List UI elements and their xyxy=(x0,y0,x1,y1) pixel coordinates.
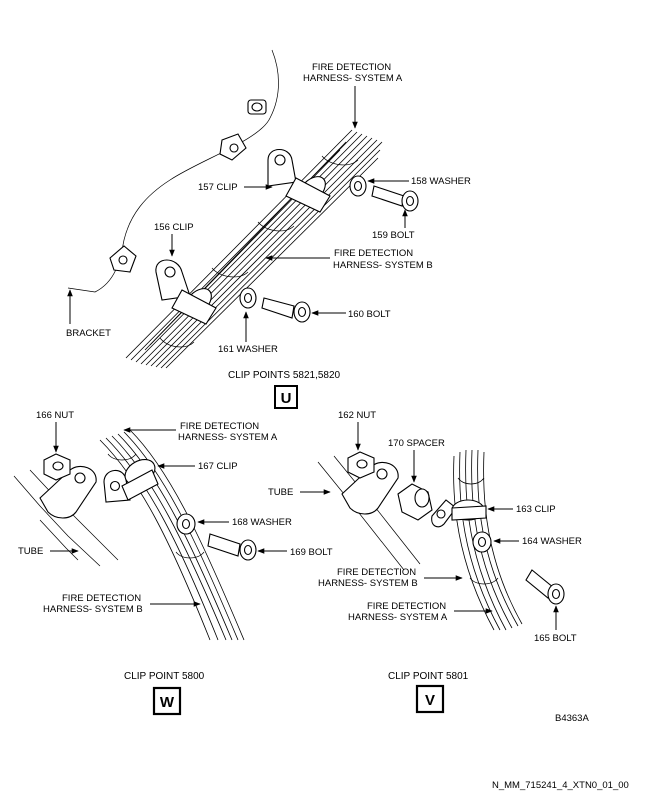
figure-code: B4363A xyxy=(555,713,589,724)
bracket-nut-3 xyxy=(109,245,137,273)
label-harness-b-w-2: HARNESS- SYSTEM B xyxy=(43,604,143,615)
label-harness-a-w-1: FIRE DETECTION xyxy=(180,421,259,432)
bracket-plate-v xyxy=(341,461,399,515)
label-clip-157: 157 CLIP xyxy=(198,182,238,193)
washer-161 xyxy=(239,287,257,309)
bolt-165 xyxy=(525,569,565,605)
label-harness-b-w-1: FIRE DETECTION xyxy=(62,593,141,604)
nut-166 xyxy=(43,453,71,481)
bracket-nut-1 xyxy=(247,99,267,115)
label-washer-158: 158 WASHER xyxy=(411,176,471,187)
view-marker-box-u xyxy=(274,385,298,409)
label-harness-b-u-2: HARNESS- SYSTEM B xyxy=(333,260,433,271)
harness-bundle-w xyxy=(99,429,245,641)
view-marker-v: V xyxy=(425,692,435,709)
label-tube-w: TUBE xyxy=(18,546,43,557)
label-harness-b-v-2: HARNESS- SYSTEM B xyxy=(318,578,418,589)
view-marker-box-v xyxy=(415,684,445,714)
label-bolt-165: 165 BOLT xyxy=(534,633,577,644)
bracket-plate-w xyxy=(39,465,97,519)
caption-view-u: CLIP POINTS 5821,5820 xyxy=(228,370,341,381)
caption-view-v: CLIP POINT 5801 xyxy=(388,671,469,682)
label-harness-a-v-2: HARNESS- SYSTEM A xyxy=(348,612,448,623)
label-bracket: BRACKET xyxy=(66,328,111,339)
spacer-170 xyxy=(397,483,433,521)
washer-168 xyxy=(176,513,196,535)
bolt-169 xyxy=(207,533,257,561)
nut-162 xyxy=(347,451,375,479)
view-marker-box-w xyxy=(152,686,182,716)
washer-158 xyxy=(349,175,367,197)
label-spacer-170: 170 SPACER xyxy=(388,438,445,449)
washer-164 xyxy=(472,531,492,553)
label-harness-a-v-1: FIRE DETECTION xyxy=(367,601,446,612)
bracket-nut-2 xyxy=(219,133,247,161)
clip-157 xyxy=(267,148,331,213)
label-clip-163: 163 CLIP xyxy=(516,504,556,515)
label-clip-156: 156 CLIP xyxy=(154,222,194,233)
label-harness-a-u-1: FIRE DETECTION xyxy=(312,62,391,73)
label-harness-a-w-2: HARNESS- SYSTEM A xyxy=(178,432,278,443)
label-harness-a-u-2: HARNESS- SYSTEM A xyxy=(303,73,403,84)
clip-156 xyxy=(155,259,217,325)
footer-code: N_MM_715241_4_XTN0_01_00 xyxy=(492,780,629,791)
view-marker-w: W xyxy=(160,694,175,711)
label-nut-166: 166 NUT xyxy=(36,410,74,421)
label-tube-v: TUBE xyxy=(268,487,293,498)
bolt-160 xyxy=(261,297,311,323)
label-washer-161: 161 WASHER xyxy=(218,344,278,355)
label-bolt-160: 160 BOLT xyxy=(348,309,391,320)
label-harness-b-u-1: FIRE DETECTION xyxy=(334,248,413,259)
label-washer-164: 164 WASHER xyxy=(522,536,582,547)
view-v: 162 NUT 170 SPACER TUBE 163 CLIP 164 WAS… xyxy=(268,410,582,714)
clip-167 xyxy=(103,459,159,503)
view-marker-u: U xyxy=(281,390,292,407)
harness-bundle-v xyxy=(453,449,523,631)
label-harness-b-v-1: FIRE DETECTION xyxy=(337,567,416,578)
label-washer-168: 168 WASHER xyxy=(232,517,292,528)
label-bolt-169: 169 BOLT xyxy=(290,547,333,558)
label-bolt-159: 159 BOLT xyxy=(372,230,415,241)
label-nut-162: 162 NUT xyxy=(338,410,376,421)
view-w: 166 NUT FIRE DETECTION HARNESS- SYSTEM A… xyxy=(13,410,333,716)
label-clip-167: 167 CLIP xyxy=(198,461,238,472)
clip-163 xyxy=(431,499,487,528)
caption-view-w: CLIP POINT 5800 xyxy=(124,671,205,682)
view-u: FIRE DETECTION HARNESS- SYSTEM A 157 CLI… xyxy=(66,49,471,409)
bracket-outline xyxy=(67,49,279,293)
bolt-159 xyxy=(371,185,419,212)
